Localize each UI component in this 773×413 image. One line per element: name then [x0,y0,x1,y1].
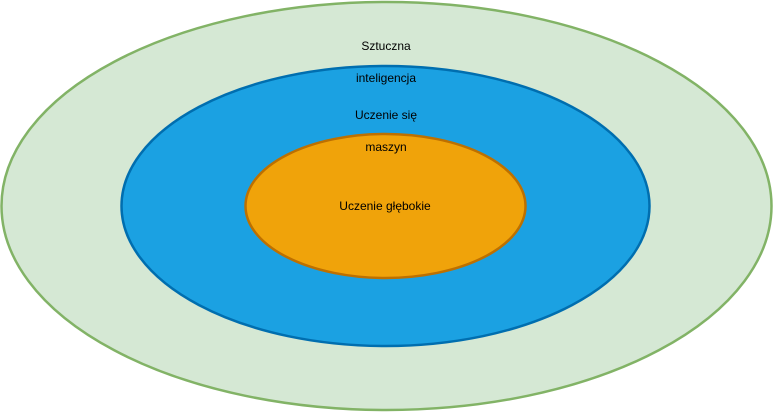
label-artificial-intelligence-line1: Sztuczna [361,39,411,53]
label-machine-learning: Uczenie się maszyn [326,91,446,171]
label-artificial-intelligence: Sztuczna inteligencja [336,22,436,102]
ellipse-deep-learning [244,132,527,280]
label-machine-learning-line1: Uczenie się [354,108,418,122]
label-artificial-intelligence-line2: inteligencja [355,71,417,85]
label-deep-learning: Uczenie głębokie [339,199,431,213]
label-machine-learning-line2: maszyn [365,140,407,154]
